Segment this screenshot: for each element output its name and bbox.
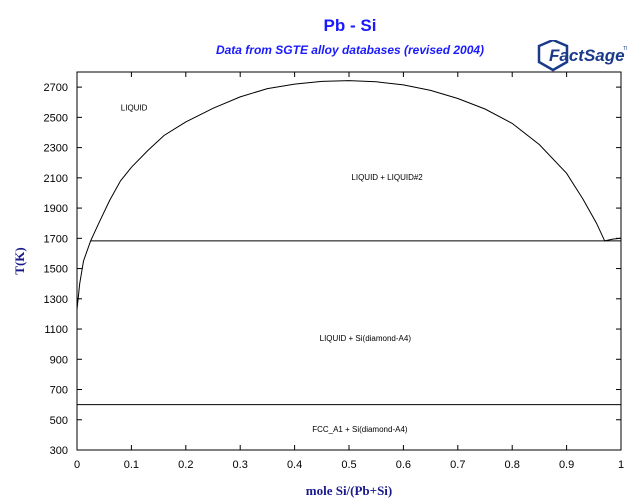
x-tick-label: 0.8 [505, 459, 520, 471]
y-tick-label: 700 [50, 385, 68, 397]
y-tick-label: 500 [50, 415, 68, 427]
y-tick-label: 300 [50, 445, 68, 457]
x-tick-label: 0 [74, 459, 80, 471]
y-tick-label: 900 [50, 354, 68, 366]
phase-region-label: LIQUID [121, 104, 148, 113]
logo-text: FactSage [549, 46, 625, 65]
phase-labels: LIQUID LIQUID + LIQUID#2 LIQUID + Si(diamo… [121, 104, 424, 434]
y-tick-label: 2700 [44, 82, 68, 94]
x-tick-label: 0.1 [124, 459, 139, 471]
factsage-logo: FactSage TM [537, 40, 627, 72]
x-tick-label: 0.6 [396, 459, 411, 471]
y-axis-ticks: 300 500 700 900 1100 1300 1500 1700 1900 2100 2300… [44, 82, 621, 457]
x-tick-label: 0.9 [559, 459, 574, 471]
logo-tm: TM [623, 46, 627, 52]
chart-title: Pb - Si [323, 16, 377, 35]
x-tick-label: 0.7 [450, 459, 465, 471]
x-axis-ticks: 0 0.1 0.2 0.3 0.4 0.5 0.6 0.7 0.8 0.9 1 [74, 72, 624, 471]
phase-region-label: LIQUID + LIQUID#2 [351, 173, 423, 182]
y-tick-label: 1700 [44, 233, 68, 245]
phase-region-label: FCC_A1 + Si(diamond-A4) [312, 425, 408, 434]
x-tick-label: 1 [618, 459, 624, 471]
plot-frame [76, 71, 622, 451]
y-tick-label: 1100 [44, 324, 68, 336]
phase-boundary-line-1 [76, 80, 622, 310]
factsage-logo-mark-icon [537, 40, 569, 72]
chart-subtitle: Data from SGTE alloy databases (revised … [215, 43, 485, 57]
y-tick-label: 2300 [44, 143, 68, 155]
y-tick-label: 1900 [44, 203, 68, 215]
y-tick-label: 1300 [44, 294, 68, 306]
x-tick-label: 0.3 [233, 459, 248, 471]
y-axis-title: T(K) [12, 247, 27, 274]
y-tick-label: 2100 [44, 173, 68, 185]
x-axis-title: mole Si/(Pb+Si) [306, 483, 393, 498]
x-tick-label: 0.2 [178, 459, 193, 471]
y-tick-label: 2500 [44, 112, 68, 124]
phase-boundaries [76, 80, 622, 406]
x-tick-label: 0.4 [287, 459, 302, 471]
phase-region-label: LIQUID + Si(diamond-A4) [320, 334, 412, 343]
y-tick-label: 1500 [44, 264, 68, 276]
x-tick-label: 0.5 [341, 459, 356, 471]
